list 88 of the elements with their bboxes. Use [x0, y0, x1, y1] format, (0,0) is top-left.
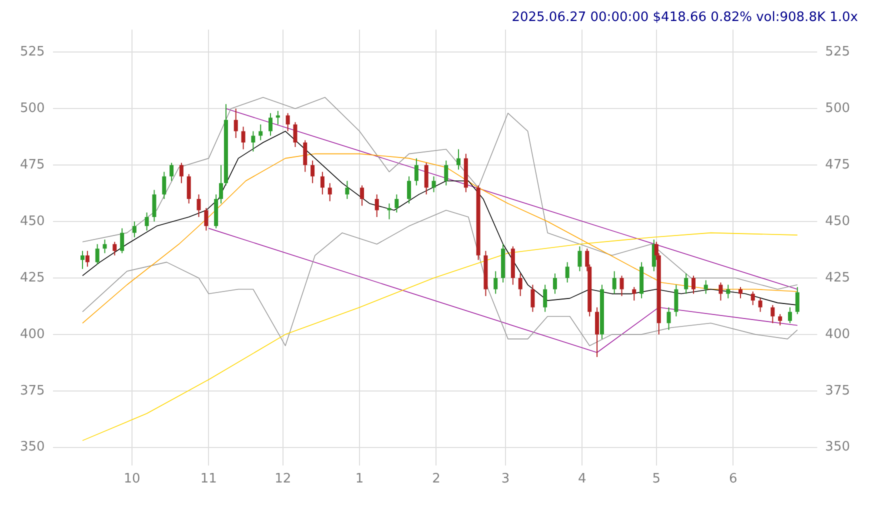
candlestick	[112, 241, 117, 256]
x-tick-label: 11	[200, 472, 217, 487]
candlestick	[620, 275, 624, 297]
candlestick	[80, 250, 84, 270]
candlestick	[293, 122, 298, 148]
candlestick	[328, 182, 332, 202]
candlestick	[85, 250, 90, 268]
candlestick	[738, 286, 742, 299]
candlestick	[518, 272, 522, 297]
y2-tick-label: 450	[825, 214, 850, 229]
candlestick	[595, 306, 600, 358]
candlestick	[120, 228, 124, 254]
candlestick	[102, 239, 107, 254]
candlestick	[684, 272, 688, 294]
y2-tick-label: 525	[825, 44, 850, 60]
candlestick	[179, 162, 184, 184]
x-tick-label: 1	[355, 472, 364, 487]
candlestick	[565, 262, 570, 283]
candlestick	[268, 112, 272, 136]
candlestick	[407, 176, 412, 204]
candlestick	[692, 275, 696, 294]
candlestick	[543, 284, 548, 312]
y2-tick-label: 500	[825, 101, 850, 116]
y-tick-label: 475	[20, 157, 45, 172]
candlestick	[424, 162, 428, 195]
x-tick-label: 4	[578, 472, 586, 487]
y-tick-label: 450	[20, 214, 45, 229]
candlestick	[241, 126, 246, 150]
x-tick-label: 10	[124, 472, 140, 487]
candlestick	[758, 298, 762, 312]
candlestick	[320, 171, 324, 195]
candlestick	[286, 112, 290, 132]
y-tick-label: 400	[20, 326, 45, 342]
candlestick	[95, 244, 100, 265]
candlestick	[251, 130, 256, 152]
candlestick	[444, 160, 448, 186]
candlestick	[530, 284, 535, 312]
candlestick	[132, 221, 136, 238]
candlestick	[666, 306, 671, 330]
candlestick	[394, 194, 399, 213]
candlestick	[494, 270, 498, 294]
candlestick	[632, 286, 636, 302]
candlestick	[258, 124, 263, 141]
candlestick	[674, 284, 678, 317]
candlestick	[432, 176, 436, 193]
candlestick	[456, 148, 460, 170]
candlestick	[612, 270, 616, 294]
y-tick-label: 500	[20, 101, 45, 116]
y-tick-label: 375	[20, 383, 45, 398]
chart-title: 2025.06.27 00:00:00 $418.66 0.82% vol:908.8K 1.0x	[512, 10, 858, 26]
candlestick	[204, 207, 208, 232]
candlestick	[345, 180, 350, 200]
y2-tick-label: 350	[825, 440, 850, 455]
x-tick-label: 5	[652, 472, 661, 487]
y2-tick-label: 400	[825, 326, 850, 342]
candlestick	[374, 194, 379, 218]
candlestick	[578, 246, 582, 272]
candlestick	[162, 171, 166, 200]
y2-tick-label: 375	[825, 383, 850, 398]
x-tick-label: 2	[432, 472, 440, 487]
candlestick	[726, 284, 730, 299]
candlestick	[144, 212, 149, 232]
candlestick	[552, 272, 557, 294]
candlestick	[219, 164, 224, 204]
x-tick-label: 12	[274, 472, 292, 487]
candlestick	[704, 280, 708, 294]
y2-tick-label: 475	[825, 157, 850, 172]
candlestick	[795, 286, 800, 315]
candlestick	[778, 314, 782, 326]
candlestick	[234, 108, 238, 138]
y2-tick-label: 425	[825, 270, 850, 286]
candlestick	[303, 140, 308, 172]
candlestick	[770, 304, 775, 324]
candlestick	[310, 160, 315, 184]
y-tick-label: 350	[20, 440, 45, 455]
candlestick	[186, 174, 191, 204]
candlestick	[414, 158, 418, 186]
y-tick-label: 425	[20, 270, 45, 286]
candlestick	[152, 189, 156, 222]
candlestick	[788, 306, 792, 324]
candlestick	[170, 162, 174, 182]
x-tick-label: 6	[728, 472, 738, 487]
candlestick	[750, 291, 755, 306]
candlestick	[196, 194, 201, 218]
y-tick-label: 525	[20, 44, 45, 60]
candlestick	[360, 184, 364, 206]
x-tick-label: 3	[501, 472, 510, 487]
candlestick	[718, 282, 723, 302]
